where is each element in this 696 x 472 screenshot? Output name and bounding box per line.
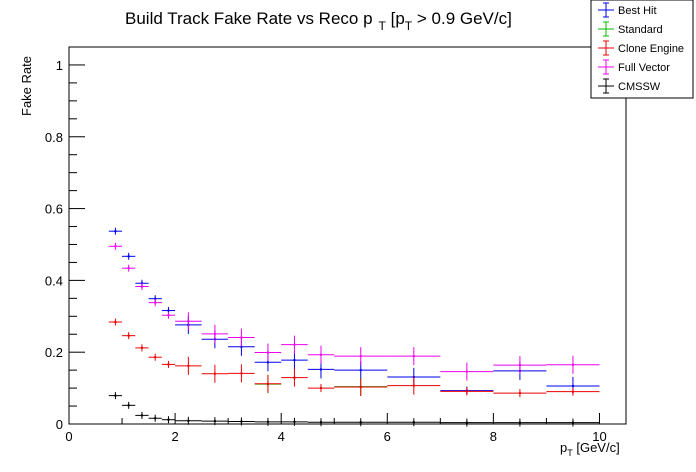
legend-label: Best Hit [618,5,657,17]
data-point-full-vector [307,345,335,364]
data-point-full-vector [387,347,441,366]
legend-entry-best-hit: Best Hit [598,2,657,18]
y-axis-label: Fake Rate [19,56,34,116]
data-point-full-vector [228,328,255,347]
legend-label: Clone Engine [618,43,684,55]
data-point-cmssw [281,417,308,426]
plot-frame [68,46,627,425]
data-point-clone-engine [334,378,388,397]
data-point-cmssw [254,417,282,426]
legend-entry-clone-engine: Clone Engine [598,40,684,56]
x-tick-label: 0 [65,429,72,444]
data-point-full-vector [122,264,136,272]
legend-entry-cmssw: CMSSW [598,78,661,94]
data-point-clone-engine [148,353,162,361]
data-point-cmssw [334,418,388,427]
data-point-cmssw [387,418,441,427]
y-tick-label: 0.4 [45,273,63,288]
data-point-cmssw [440,418,494,427]
data-point-full-vector [175,312,202,331]
series-cmssw [108,392,600,427]
data-point-full-vector [281,335,308,354]
x-axis: 0 2 4 6 8 10 [65,413,607,444]
data-point-best-hit [108,227,123,235]
data-layer [108,227,600,427]
series-full-vector [108,242,600,381]
y-tick-label: 0.8 [45,130,63,145]
y-axis: 0 0.2 0.4 0.6 0.8 1 [45,58,85,432]
y-tick-label: 0.2 [45,345,63,360]
data-point-full-vector [254,343,282,362]
data-point-cmssw [546,418,600,427]
series-clone-engine [108,318,600,398]
data-point-cmssw [228,417,255,426]
data-point-clone-engine [387,376,441,395]
x-tick-label: 10 [592,429,606,444]
legend: Best Hit Standard Clone Engine Full Vector C… [590,0,694,99]
data-point-full-vector [135,282,149,290]
data-point-clone-engine [108,318,123,326]
data-point-clone-engine [201,364,229,383]
data-point-cmssw [175,416,202,425]
data-point-cmssw [122,401,136,409]
data-point-full-vector [161,311,176,319]
x-tick-label: 2 [171,429,178,444]
data-point-best-hit [122,252,136,260]
legend-label: CMSSW [618,81,661,93]
data-point-cmssw [201,417,229,426]
data-point-clone-engine [175,356,202,375]
x-axis-label: pT [GeV/c] [560,440,620,458]
data-point-full-vector [546,355,600,374]
y-tick-label: 1 [56,58,63,73]
data-point-clone-engine [122,332,136,340]
legend-entry-standard: Standard [598,21,663,37]
legend-label: Standard [618,24,663,36]
series-best-hit [108,227,600,395]
legend-label: Full Vector [618,62,670,74]
data-point-full-vector [493,356,547,375]
data-point-clone-engine [493,389,547,398]
data-point-cmssw [108,392,123,400]
x-tick-label: 6 [384,429,391,444]
data-point-clone-engine [546,387,600,396]
data-point-clone-engine [307,384,335,393]
data-point-full-vector [201,324,229,343]
data-point-clone-engine [228,364,255,383]
data-point-cmssw [135,411,149,419]
x-tick-label: 4 [278,429,285,444]
data-point-clone-engine [161,360,176,368]
data-point-full-vector [108,242,123,250]
data-point-cmssw [148,414,162,422]
data-point-cmssw [161,416,176,424]
y-tick-label: 0.6 [45,202,63,217]
data-point-cmssw [307,418,335,427]
data-point-clone-engine [254,374,282,393]
legend-box [590,0,694,99]
x-tick-label: 8 [490,429,497,444]
data-point-cmssw [493,418,547,427]
data-point-clone-engine [440,387,494,396]
data-point-best-hit [281,351,308,370]
data-point-full-vector [148,299,162,307]
data-point-clone-engine [281,368,308,387]
data-point-clone-engine [135,344,149,352]
y-tick-label: 0 [56,417,63,432]
data-point-full-vector [440,362,494,381]
legend-entry-full-vector: Full Vector [598,59,670,75]
data-point-full-vector [334,347,388,366]
